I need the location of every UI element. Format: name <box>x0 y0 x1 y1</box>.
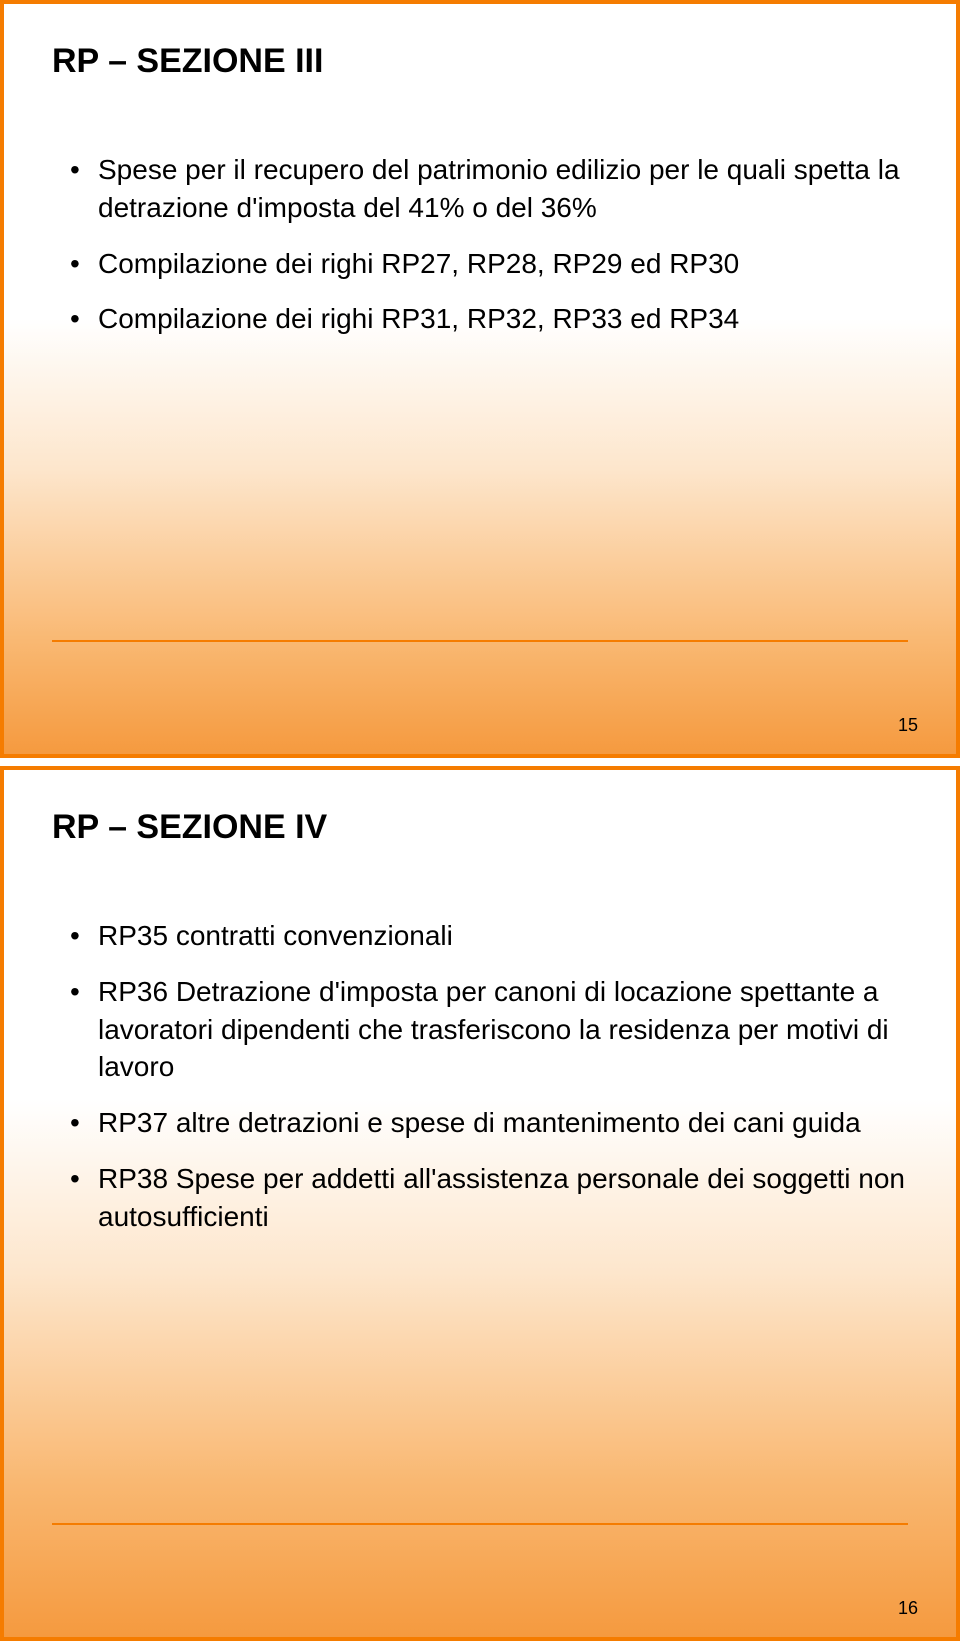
divider-line <box>52 640 908 642</box>
divider-line <box>52 1523 908 1525</box>
slide-2: RP – SEZIONE IV RP35 contratti convenzio… <box>0 766 960 1641</box>
slide-1: RP – SEZIONE III Spese per il recupero d… <box>0 0 960 758</box>
list-item: RP35 contratti convenzionali <box>70 917 908 955</box>
list-item: Compilazione dei righi RP27, RP28, RP29 … <box>70 245 908 283</box>
list-item: Spese per il recupero del patrimonio edi… <box>70 151 908 227</box>
page-number: 16 <box>898 1598 918 1619</box>
bullet-list: Spese per il recupero del patrimonio edi… <box>52 151 908 338</box>
slide-title: RP – SEZIONE IV <box>52 808 908 847</box>
list-item: RP36 Detrazione d'imposta per canoni di … <box>70 973 908 1086</box>
list-item: Compilazione dei righi RP31, RP32, RP33 … <box>70 300 908 338</box>
bullet-list: RP35 contratti convenzionali RP36 Detraz… <box>52 917 908 1236</box>
list-item: RP37 altre detrazioni e spese di manteni… <box>70 1104 908 1142</box>
slide-title: RP – SEZIONE III <box>52 42 908 81</box>
page-number: 15 <box>898 715 918 736</box>
list-item: RP38 Spese per addetti all'assistenza pe… <box>70 1160 908 1236</box>
